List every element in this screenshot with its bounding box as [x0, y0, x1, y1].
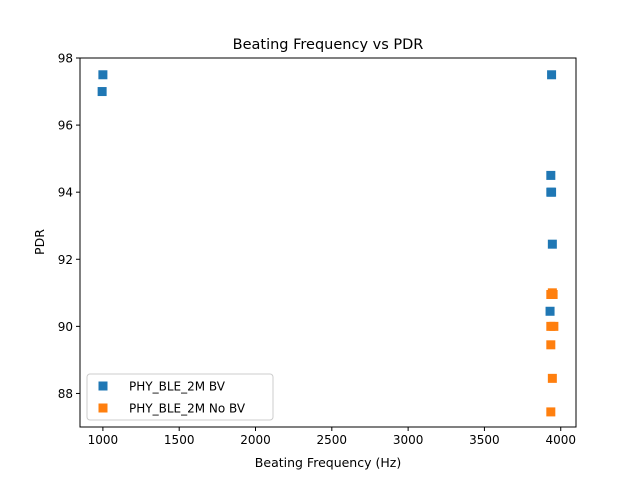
data-point-series-1 [546, 170, 556, 180]
legend-label-series-2: PHY_BLE_2M No BV [129, 402, 246, 416]
data-point-series-1 [547, 70, 557, 80]
legend-label-series-1: PHY_BLE_2M BV [129, 380, 226, 394]
y-tick-label: 96 [58, 119, 73, 133]
data-point-series-2 [546, 407, 556, 417]
x-tick-label: 3500 [469, 433, 500, 447]
data-point-series-2 [546, 340, 556, 350]
y-tick-label: 98 [58, 52, 73, 66]
y-tick-label: 90 [58, 320, 73, 334]
x-tick-label: 1500 [164, 433, 195, 447]
chart-title: Beating Frequency vs PDR [233, 37, 424, 53]
plot-frame [79, 57, 577, 428]
x-axis-label: Beating Frequency (Hz) [255, 455, 401, 470]
x-tick-label: 3000 [393, 433, 424, 447]
y-tick-label: 88 [58, 387, 73, 401]
legend-marker-series-1 [98, 381, 108, 391]
data-point-series-1 [547, 239, 557, 249]
data-point-series-1 [97, 87, 107, 97]
data-point-series-1 [98, 70, 108, 80]
y-tick-label: 94 [58, 186, 73, 200]
data-point-series-2 [547, 373, 557, 383]
data-point-series-1 [547, 187, 557, 197]
data-point-series-2 [549, 321, 559, 331]
x-tick-label: 2500 [317, 433, 348, 447]
x-tick-label: 2000 [240, 433, 271, 447]
data-point-series-2 [548, 289, 558, 299]
x-tick-label: 1000 [88, 433, 119, 447]
legend-box [86, 373, 274, 421]
data-point-series-1 [545, 306, 555, 316]
y-axis-label: PDR [32, 229, 47, 255]
y-tick-label: 92 [58, 253, 73, 267]
x-tick-label: 4000 [545, 433, 576, 447]
legend-marker-series-2 [98, 403, 108, 413]
